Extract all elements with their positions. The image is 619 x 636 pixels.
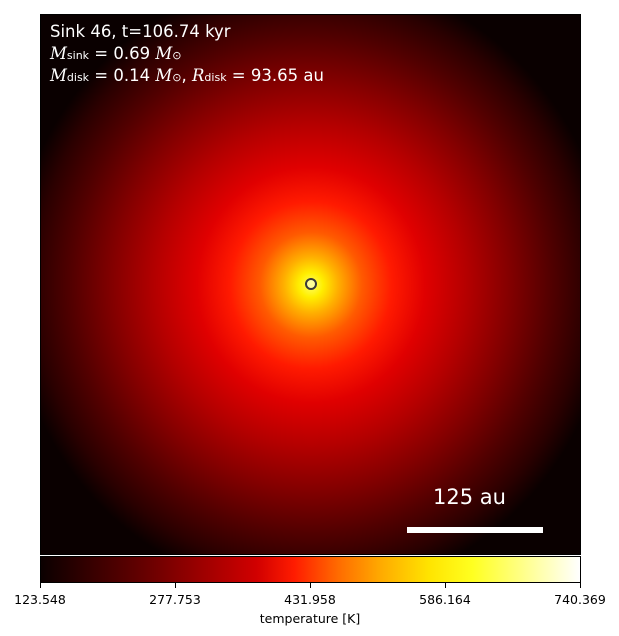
colorbar-tick: [174, 583, 176, 588]
disk-properties-label: Mdisk = 0.14 M⊙, Rdisk = 93.65 au: [50, 66, 324, 85]
sink-marker: [305, 278, 317, 290]
colorbar: [40, 556, 581, 583]
colorbar-tick-label: 586.164: [419, 592, 471, 607]
colorbar-tick: [40, 583, 41, 588]
scale-bar-label: 125 au: [433, 485, 506, 509]
colorbar-tick: [309, 583, 311, 588]
colorbar-tick-label: 431.958: [284, 592, 336, 607]
colorbar-tick-label: 123.548: [14, 592, 66, 607]
colorbar-label: temperature [K]: [259, 611, 361, 626]
colorbar-tick-label: 277.753: [149, 592, 201, 607]
temperature-map: Sink 46, t=106.74 kyr Msink = 0.69 M⊙ Md…: [40, 14, 581, 555]
scale-bar: [407, 527, 543, 533]
sink-title: Sink 46, t=106.74 kyr: [50, 22, 231, 41]
sink-mass-label: Msink = 0.69 M⊙: [50, 44, 182, 63]
colorbar-tick: [445, 583, 446, 588]
colorbar-tick-label: 740.369: [554, 592, 606, 607]
colorbar-tick: [580, 583, 581, 588]
